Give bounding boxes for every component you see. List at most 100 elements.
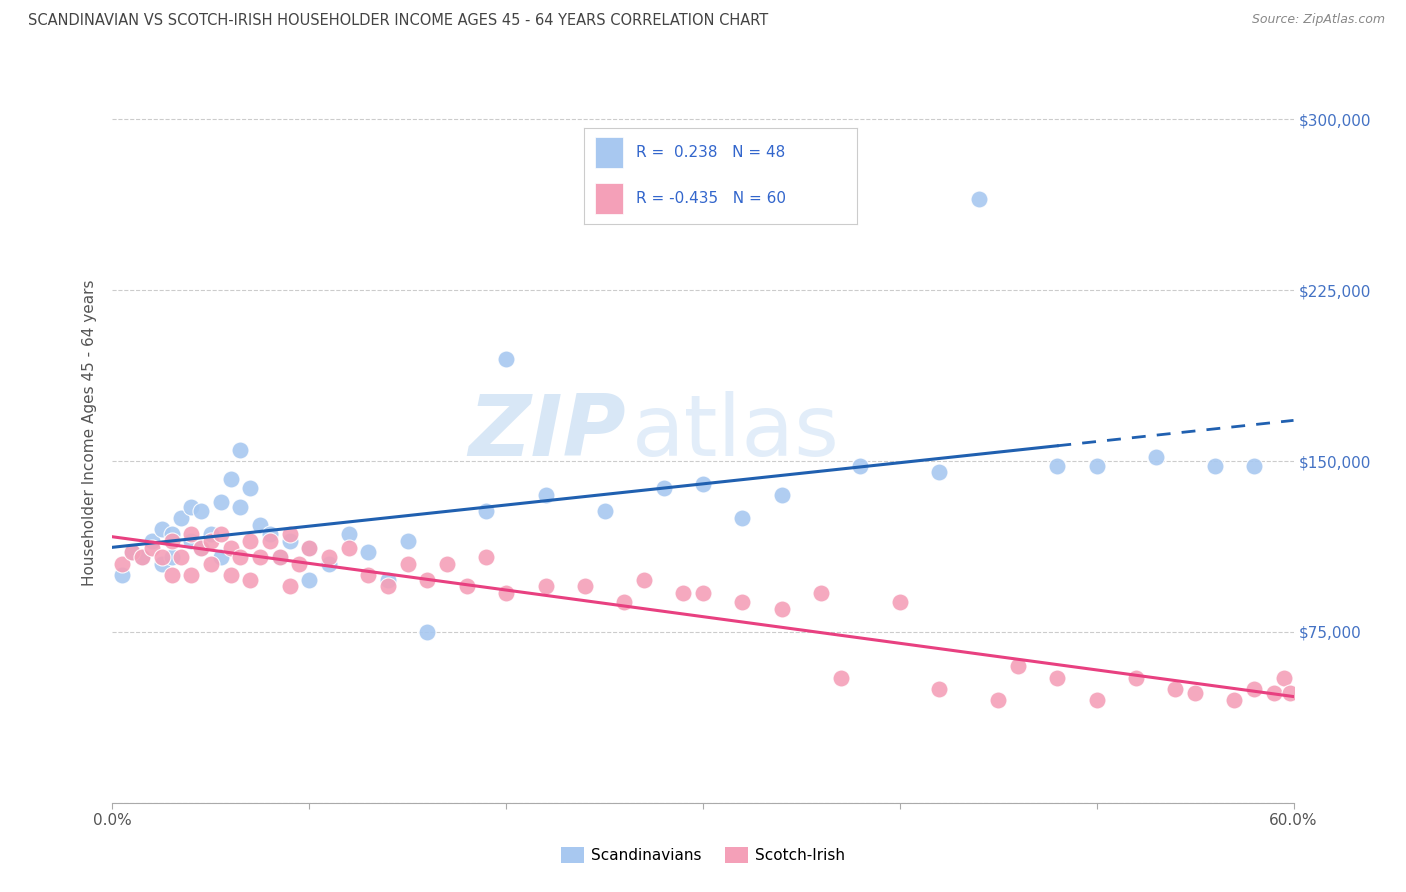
Point — [377, 573, 399, 587]
Point — [141, 541, 163, 555]
Point — [121, 545, 143, 559]
Point — [278, 579, 301, 593]
Point — [1007, 659, 1029, 673]
Point — [495, 586, 517, 600]
Point — [593, 504, 616, 518]
Point — [534, 488, 557, 502]
Text: ZIP: ZIP — [468, 391, 626, 475]
Point — [269, 549, 291, 564]
Point — [298, 541, 321, 555]
Text: R =  0.238   N = 48: R = 0.238 N = 48 — [636, 145, 786, 161]
Point — [1278, 686, 1301, 700]
Point — [111, 557, 134, 571]
Point — [416, 624, 439, 639]
Point — [229, 500, 252, 514]
Point — [318, 549, 340, 564]
Point — [692, 586, 714, 600]
Point — [1125, 671, 1147, 685]
Point — [131, 549, 153, 564]
Point — [318, 557, 340, 571]
Point — [475, 549, 498, 564]
Text: Source: ZipAtlas.com: Source: ZipAtlas.com — [1251, 13, 1385, 27]
Point — [278, 527, 301, 541]
Point — [770, 602, 793, 616]
Point — [239, 482, 262, 496]
Point — [1263, 686, 1285, 700]
Point — [534, 579, 557, 593]
Point — [731, 511, 754, 525]
Point — [229, 442, 252, 457]
Point — [1046, 671, 1069, 685]
Point — [731, 595, 754, 609]
Point — [475, 504, 498, 518]
Point — [219, 472, 242, 486]
Point — [200, 533, 222, 548]
Point — [928, 681, 950, 696]
Point — [377, 579, 399, 593]
Point — [574, 579, 596, 593]
Point — [160, 549, 183, 564]
Point — [209, 527, 232, 541]
Point — [131, 549, 153, 564]
Point — [288, 557, 311, 571]
Point — [1243, 681, 1265, 696]
Point — [357, 568, 380, 582]
Point — [633, 573, 655, 587]
Point — [209, 549, 232, 564]
Point — [259, 527, 281, 541]
Point — [209, 495, 232, 509]
Point — [190, 504, 212, 518]
Point — [1204, 458, 1226, 473]
Point — [150, 523, 173, 537]
Point — [111, 568, 134, 582]
Point — [200, 557, 222, 571]
Point — [259, 533, 281, 548]
Point — [180, 527, 202, 541]
Point — [987, 693, 1010, 707]
Point — [180, 500, 202, 514]
Point — [1046, 458, 1069, 473]
Point — [810, 586, 832, 600]
Point — [1184, 686, 1206, 700]
Point — [121, 545, 143, 559]
Point — [298, 541, 321, 555]
Point — [889, 595, 911, 609]
Point — [672, 586, 695, 600]
Point — [170, 549, 193, 564]
Point — [249, 549, 271, 564]
FancyBboxPatch shape — [595, 137, 623, 168]
Point — [239, 533, 262, 548]
Point — [229, 549, 252, 564]
Text: R = -0.435   N = 60: R = -0.435 N = 60 — [636, 191, 786, 206]
Point — [613, 595, 636, 609]
Point — [1144, 450, 1167, 464]
Point — [269, 549, 291, 564]
Legend: Scandinavians, Scotch-Irish: Scandinavians, Scotch-Irish — [554, 841, 852, 869]
Point — [219, 541, 242, 555]
Point — [416, 573, 439, 587]
Point — [357, 545, 380, 559]
Point — [239, 573, 262, 587]
Point — [967, 192, 990, 206]
Point — [1085, 693, 1108, 707]
Point — [180, 568, 202, 582]
Point — [928, 466, 950, 480]
Point — [436, 557, 458, 571]
Point — [1085, 458, 1108, 473]
Point — [652, 482, 675, 496]
Point — [180, 533, 202, 548]
Point — [160, 568, 183, 582]
Point — [249, 517, 271, 532]
Point — [396, 557, 419, 571]
Point — [830, 671, 852, 685]
Point — [190, 541, 212, 555]
Point — [692, 476, 714, 491]
Point — [150, 549, 173, 564]
Point — [298, 573, 321, 587]
Point — [1223, 693, 1246, 707]
Point — [150, 557, 173, 571]
Point — [219, 568, 242, 582]
Point — [1272, 671, 1295, 685]
Point — [396, 533, 419, 548]
Point — [456, 579, 478, 593]
